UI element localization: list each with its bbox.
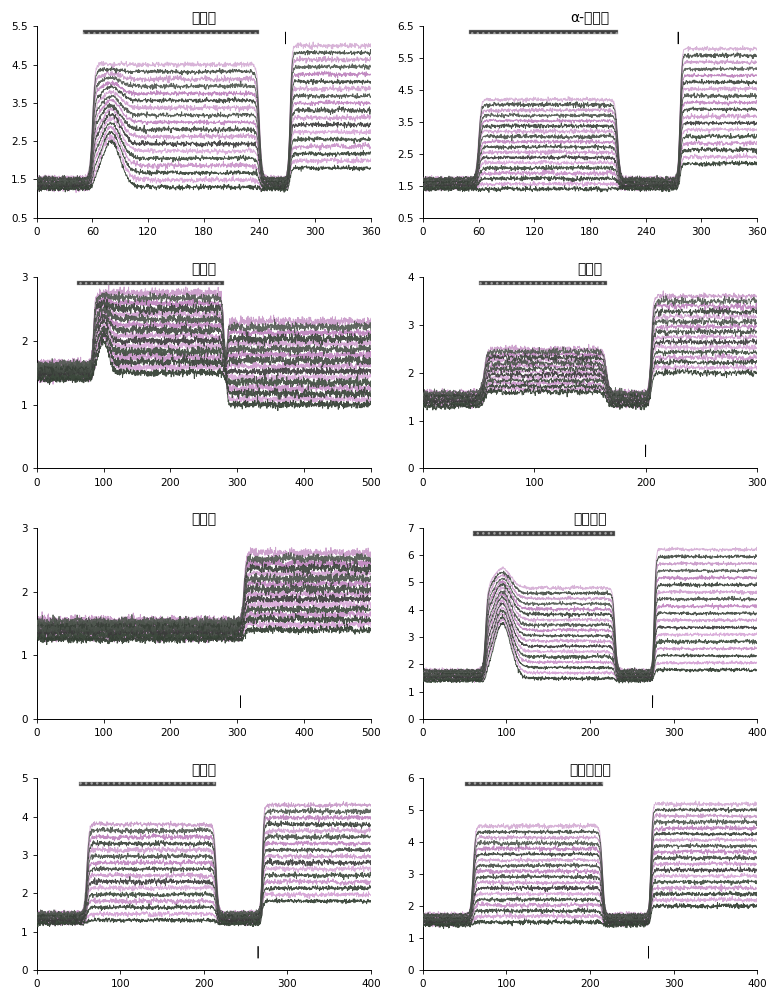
Bar	[79, 782, 216, 786]
Bar	[473, 531, 615, 536]
Title: α-松油醇: α-松油醇	[570, 11, 609, 25]
Bar	[77, 281, 224, 285]
Bar	[79, 782, 216, 786]
Title: 橙花叔醇: 橙花叔醇	[573, 513, 607, 527]
Title: 橙花醇: 橙花醇	[191, 11, 216, 25]
Bar	[83, 30, 259, 34]
Title: 薄荷醇: 薄荷醇	[191, 513, 216, 527]
Bar	[478, 281, 607, 285]
Title: 丁香酚: 丁香酚	[191, 262, 216, 276]
Bar	[83, 30, 259, 34]
Bar	[469, 30, 618, 34]
Bar	[478, 281, 607, 285]
Title: 香芉酚: 香芉酚	[577, 262, 603, 276]
Bar	[464, 782, 602, 786]
Bar	[77, 281, 224, 285]
Title: 侧柏酮: 侧柏酮	[191, 763, 216, 777]
Bar	[473, 531, 615, 536]
Title: 香叶基丙酮: 香叶基丙酮	[569, 763, 611, 777]
Bar	[464, 782, 602, 786]
Bar	[469, 30, 618, 34]
